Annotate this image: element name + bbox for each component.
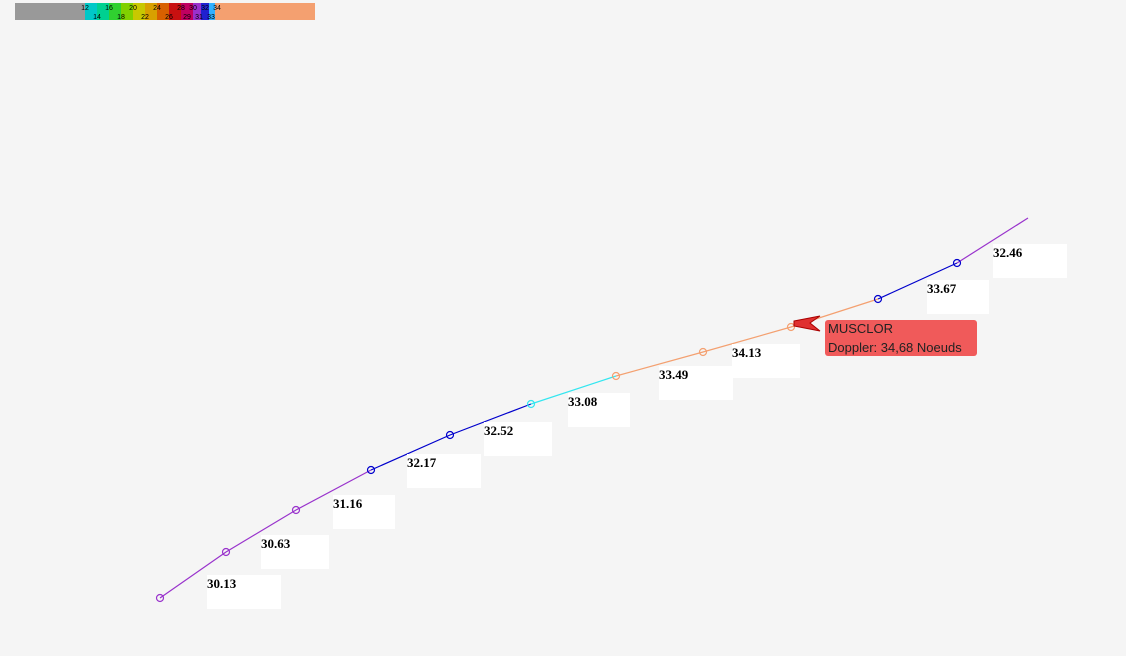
legend-label: 30 [189, 5, 197, 12]
track-point [952, 258, 962, 268]
track-point [873, 294, 883, 304]
track-segment [370, 403, 532, 471]
speed-label: 30.13 [207, 576, 237, 591]
track-segment [615, 298, 879, 377]
legend-label: 32 [201, 5, 209, 12]
legend-bar [145, 3, 157, 20]
speed-legend [15, 3, 315, 20]
legend-bar [193, 3, 201, 20]
legend-label: 18 [117, 14, 125, 21]
legend-label: 28 [177, 5, 185, 12]
track-segment [530, 375, 617, 405]
legend-label: 14 [93, 14, 101, 21]
label-box [333, 495, 395, 529]
label-box [407, 454, 481, 488]
legend-label: 33 [207, 14, 215, 21]
legend-bar [169, 3, 181, 20]
track-point [786, 322, 796, 332]
label-box [993, 244, 1067, 278]
legend-bar [15, 3, 85, 20]
speed-labels: 30.13 30.63 31.16 32.17 32.52 33.08 33.49 34.13… [207, 244, 1067, 609]
legend-label: 31 [195, 14, 203, 21]
track-segment [159, 469, 372, 599]
legend-bar [215, 3, 315, 20]
legend-bar [181, 3, 193, 20]
track-point [291, 505, 301, 515]
track-point [366, 465, 376, 475]
label-box [484, 422, 552, 456]
speed-label: 31.16 [333, 496, 363, 511]
speed-label: 32.52 [484, 423, 513, 438]
speed-label: 34.13 [732, 345, 762, 360]
boat-icon[interactable] [793, 315, 821, 332]
vessel-name: MUSCLOR [828, 321, 893, 336]
track-point [445, 430, 455, 440]
label-box [927, 280, 989, 314]
legend-label: 26 [165, 14, 173, 21]
legend-label: 22 [141, 14, 149, 21]
speed-label: 32.17 [407, 455, 437, 470]
track-point [155, 593, 165, 603]
label-box [659, 366, 733, 400]
speed-label: 33.49 [659, 367, 689, 382]
legend-label: 34 [213, 5, 221, 12]
speed-label: 30.63 [261, 536, 291, 551]
speed-label: 33.08 [568, 394, 598, 409]
legend-label: 24 [153, 5, 161, 12]
legend-label: 12 [81, 5, 89, 12]
speed-label: 32.46 [993, 245, 1023, 260]
track-point [698, 347, 708, 357]
legend-bar [109, 3, 121, 20]
track [155, 217, 1029, 603]
legend-bar [201, 3, 209, 20]
label-box [261, 535, 329, 569]
legend-label: 29 [183, 14, 191, 21]
legend-label: 16 [105, 5, 113, 12]
track-point [526, 399, 536, 409]
label-box [207, 575, 281, 609]
legend-bar [97, 3, 109, 20]
legend-bar [209, 3, 215, 20]
legend-bar [157, 3, 169, 20]
label-box [568, 393, 630, 427]
speed-label: 33.67 [927, 281, 957, 296]
legend-labels: 12 16 20 24 28 30 32 34 14 18 22 26 29 31 33 [81, 5, 221, 21]
legend-label: 20 [129, 5, 137, 12]
track-point [221, 547, 231, 557]
track-segment [956, 217, 1029, 264]
vessel-speed: Doppler: 34,68 Noeuds [828, 340, 962, 355]
track-segment [877, 262, 958, 300]
track-point [611, 371, 621, 381]
tooltip: MUSCLOR Doppler: 34,68 Noeuds [825, 320, 977, 356]
legend-bar [121, 3, 133, 20]
label-box [732, 344, 800, 378]
tooltip-box [825, 320, 977, 356]
legend-bar [133, 3, 145, 20]
legend-bar [85, 3, 97, 20]
